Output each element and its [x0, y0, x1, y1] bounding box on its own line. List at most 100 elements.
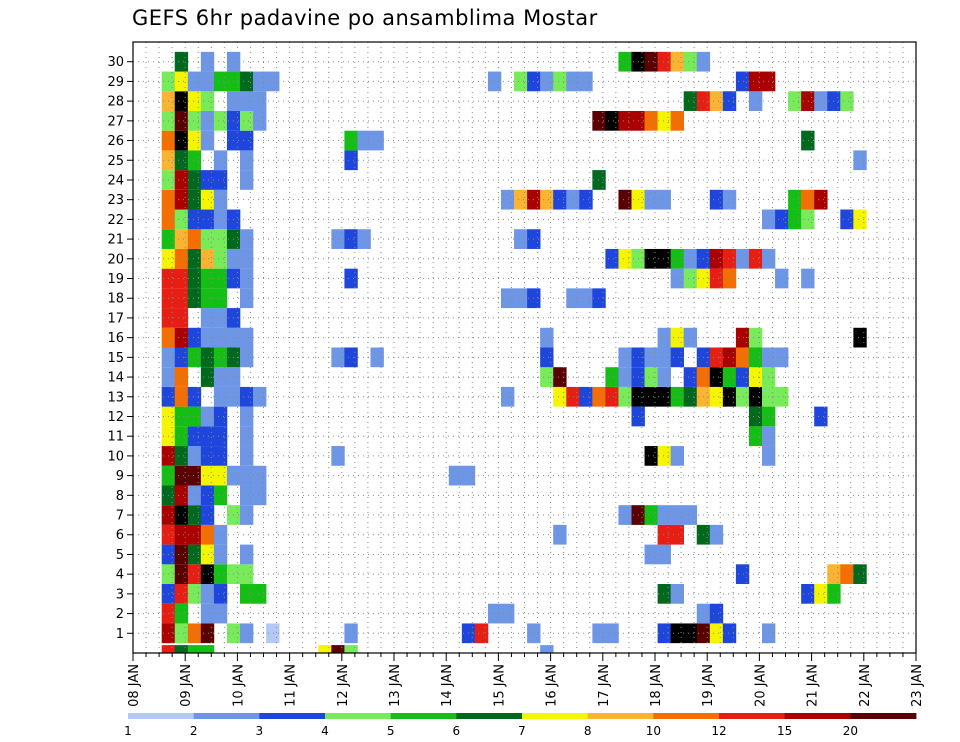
heatmap-cell — [788, 91, 802, 111]
heatmap-cell — [657, 446, 671, 466]
heatmap-cell — [709, 268, 724, 289]
heatmap-cell — [370, 347, 384, 368]
colorbar-label: 2 — [190, 724, 198, 738]
heatmap-cell — [644, 544, 658, 565]
heatmap-cell — [540, 327, 554, 348]
heatmap-cell — [709, 367, 724, 387]
heatmap-cell — [240, 248, 254, 269]
heatmap-cell — [722, 268, 737, 289]
y-tick-label: 12 — [107, 410, 124, 425]
heatmap-cell — [579, 288, 593, 309]
heatmap-cell — [187, 209, 202, 230]
heatmap-cell — [200, 367, 215, 387]
heatmap-cell — [213, 150, 228, 171]
y-tick-label: 22 — [107, 213, 124, 228]
colorbar-swatch — [456, 713, 523, 719]
heatmap-cell — [579, 386, 593, 407]
heatmap-cell — [788, 189, 802, 210]
heatmap-cell — [213, 524, 228, 545]
heatmap-cell — [540, 367, 554, 387]
heatmap-cell — [174, 229, 189, 249]
y-tick-label: 15 — [107, 351, 124, 366]
y-tick-label: 17 — [107, 311, 124, 326]
heatmap-cell — [213, 288, 228, 309]
heatmap-cell — [200, 446, 215, 466]
heatmap-cell — [174, 150, 189, 171]
colorbar-swatch — [193, 713, 260, 719]
heatmap-cell — [213, 327, 228, 348]
heatmap-cell — [200, 170, 215, 190]
heatmap-cell — [540, 189, 554, 210]
heatmap-cell — [187, 465, 202, 486]
heatmap-cell — [200, 465, 215, 486]
x-tick-label: 10 JAN — [231, 664, 246, 707]
heatmap-cell — [240, 623, 254, 644]
heatmap-cell — [709, 623, 724, 644]
heatmap-cell — [240, 91, 254, 111]
heatmap-cell — [253, 91, 267, 111]
heatmap-cell — [748, 406, 763, 427]
x-tick-label: 13 JAN — [388, 664, 403, 707]
heatmap-cell — [618, 367, 632, 387]
heatmap-cell — [200, 110, 215, 131]
heatmap-cell — [801, 268, 815, 289]
heatmap-cell — [748, 327, 763, 348]
y-tick-label: 9 — [116, 469, 124, 484]
heatmap-cell — [174, 623, 189, 644]
heatmap-cell — [240, 426, 254, 447]
heatmap-cell — [683, 91, 698, 111]
heatmap-cell — [553, 524, 567, 545]
heatmap-cell — [200, 584, 215, 604]
heatmap-cell — [748, 367, 763, 387]
x-tick-label: 21 JAN — [806, 664, 821, 707]
heatmap-cell — [840, 564, 854, 585]
heatmap-cell — [605, 367, 619, 387]
colorbar-label: 8 — [584, 724, 592, 738]
heatmap-cell — [344, 623, 358, 644]
heatmap-cell — [253, 386, 267, 407]
heatmap-cell — [644, 446, 658, 466]
heatmap-cell — [174, 446, 189, 466]
heatmap-cell — [709, 189, 724, 210]
heatmap-cell — [187, 645, 202, 653]
heatmap-cell — [213, 564, 228, 585]
heatmap-cell — [187, 446, 202, 466]
y-tick-label: 28 — [107, 95, 124, 110]
heatmap-cell — [722, 347, 737, 368]
heatmap-cell — [331, 645, 345, 653]
heatmap-cell — [240, 386, 254, 407]
chart-title: GEFS 6hr padavine po ansamblima Mostar — [132, 6, 598, 30]
heatmap-cell — [840, 91, 854, 111]
heatmap-cell — [200, 485, 215, 506]
heatmap-cell — [240, 446, 254, 466]
heatmap-cell — [644, 347, 658, 368]
heatmap-cell — [553, 189, 567, 210]
heatmap-cell — [200, 248, 215, 269]
heatmap-cell — [618, 248, 632, 269]
heatmap-cell — [501, 288, 515, 309]
heatmap-cell — [605, 110, 619, 131]
colorbar-swatch — [784, 713, 851, 719]
heatmap-cell — [618, 51, 632, 72]
x-tick-label: 17 JAN — [597, 664, 612, 707]
y-tick-label: 13 — [107, 390, 124, 405]
heatmap-cell — [644, 386, 658, 407]
colorbar-label: 15 — [777, 724, 792, 738]
heatmap-cell — [200, 189, 215, 210]
heatmap-cell — [501, 603, 515, 624]
heatmap-cell — [213, 347, 228, 368]
heatmap-cell — [253, 71, 267, 92]
heatmap-cell — [553, 71, 567, 92]
heatmap-cell — [657, 623, 671, 644]
heatmap-cell — [240, 505, 254, 525]
y-tick-label: 3 — [116, 587, 124, 602]
heatmap-cell — [200, 209, 215, 230]
heatmap-cell — [213, 308, 228, 328]
heatmap-cell — [553, 386, 567, 407]
heatmap-cell — [605, 386, 619, 407]
heatmap-cell — [187, 406, 202, 427]
y-tick-label: 14 — [107, 371, 124, 386]
heatmap-cell — [161, 645, 176, 653]
heatmap-cell — [240, 465, 254, 486]
